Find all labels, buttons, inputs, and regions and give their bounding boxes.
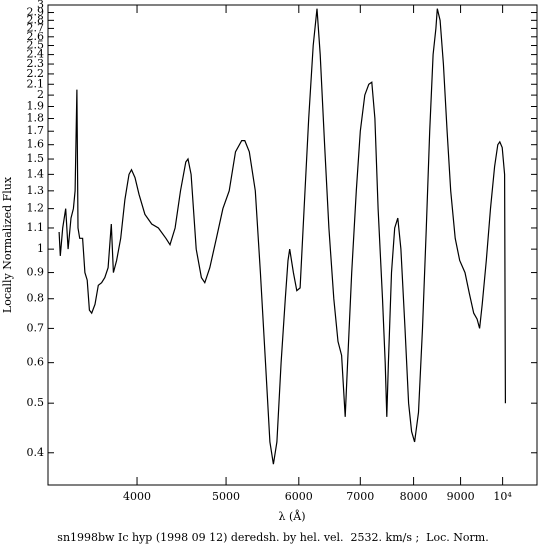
y-tick-label: 2.9 [27,6,45,19]
y-tick-label: 2.8 [27,13,45,26]
y-tick-label: 1.5 [27,152,45,165]
x-tick-label: 6000 [285,490,313,503]
x-tick-label: 9000 [447,490,475,503]
spectrum-line [58,8,506,465]
y-tick-label: 0.6 [27,356,45,369]
x-tick-label: 10⁴ [493,490,512,503]
plot-frame [47,4,538,486]
x-tick-label: 8000 [400,490,428,503]
y-tick-label: 1.7 [27,124,45,137]
y-tick-label: 1.8 [27,112,45,125]
x-tick-label: 5000 [212,490,240,503]
y-tick-label: 2.1 [27,77,45,90]
y-tick-label: 2.6 [27,30,45,43]
x-tick-label: 4000 [123,490,151,503]
y-tick-label: 1.2 [27,202,45,215]
y-tick-label: 2 [37,88,44,101]
y-tick-label: 0.4 [27,446,45,459]
y-tick-label: 1.6 [27,138,45,151]
y-tick-label: 1 [37,242,44,255]
x-axis-label: λ (Å) [279,509,306,523]
x-tick-label: 7000 [346,490,374,503]
y-tick-label: 0.7 [27,321,45,334]
y-tick-label: 2.7 [27,21,45,34]
y-tick-label: 0.8 [27,292,45,305]
y-tick-label: 2.5 [27,39,45,52]
y-tick-label: 0.9 [27,266,45,279]
y-axis-label: Locally Normalized Flux [1,176,14,313]
chart-title: sn1998bw Ic hyp (1998 09 12) deredsh. by… [57,531,488,544]
y-tick-label: 3 [37,0,44,11]
y-tick-label: 1.1 [27,221,45,234]
y-tick-label: 2.3 [27,57,45,70]
y-tick-label: 0.5 [27,396,45,409]
y-tick-label: 2.2 [27,67,45,80]
y-tick-label: 1.9 [27,100,45,113]
y-tick-label: 1.3 [27,184,45,197]
y-tick-label: 1.4 [27,167,45,180]
y-tick-label: 2.4 [27,48,45,61]
